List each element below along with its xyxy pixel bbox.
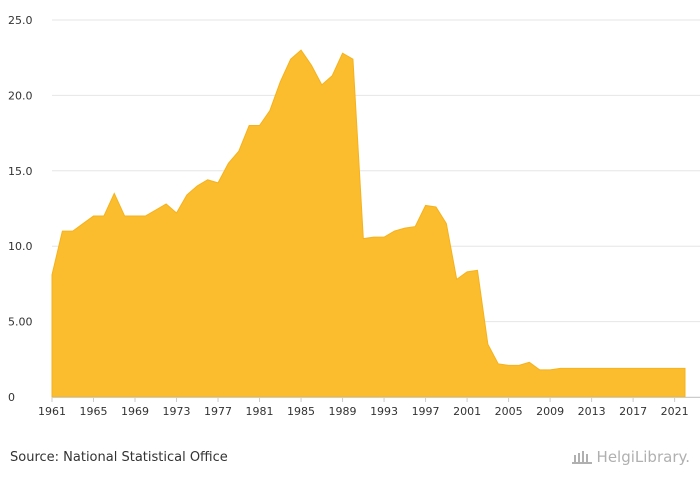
x-tick-label: 2001 [453, 405, 481, 418]
x-tick-label: 1977 [204, 405, 232, 418]
source-note: Source: National Statistical Office [10, 450, 228, 465]
x-tick-label: 1969 [121, 405, 149, 418]
area-chart: 1961 1965 1969 1973 1977 1981 1985 1989 1993 1997… [8, 14, 700, 418]
x-tick-label: 2009 [536, 405, 564, 418]
y-tick-label: 25.0 [8, 14, 33, 27]
y-tick-label: 20.0 [8, 89, 33, 102]
x-tick-label: 2021 [661, 405, 689, 418]
y-tick-label: 10.0 [8, 240, 33, 253]
x-tick-label: 1985 [287, 405, 315, 418]
area-series [51, 49, 686, 398]
y-axis: 0 5.00 10.0 15.0 20.0 25.0 [8, 14, 33, 404]
x-tick-label: 1981 [246, 405, 274, 418]
x-axis: 1961 1965 1969 1973 1977 1981 1985 1989 1993 1997… [38, 397, 700, 418]
library-building-icon [571, 451, 592, 464]
x-tick-label: 1993 [370, 405, 398, 418]
x-tick-label: 1965 [80, 405, 108, 418]
brand-logo[interactable]: HelgiLibrary. [571, 448, 690, 466]
x-tick-label: 2013 [578, 405, 606, 418]
y-tick-label: 5.00 [8, 316, 33, 329]
x-tick-label: 1997 [412, 405, 440, 418]
y-tick-label: 15.0 [8, 165, 33, 178]
x-tick-label: 2017 [619, 405, 647, 418]
brand-name: HelgiLibrary. [596, 448, 690, 466]
x-tick-label: 1961 [38, 405, 66, 418]
x-tick-label: 1989 [329, 405, 357, 418]
x-tick-label: 2005 [495, 405, 523, 418]
x-tick-label: 1973 [163, 405, 191, 418]
y-tick-label: 0 [8, 391, 15, 404]
